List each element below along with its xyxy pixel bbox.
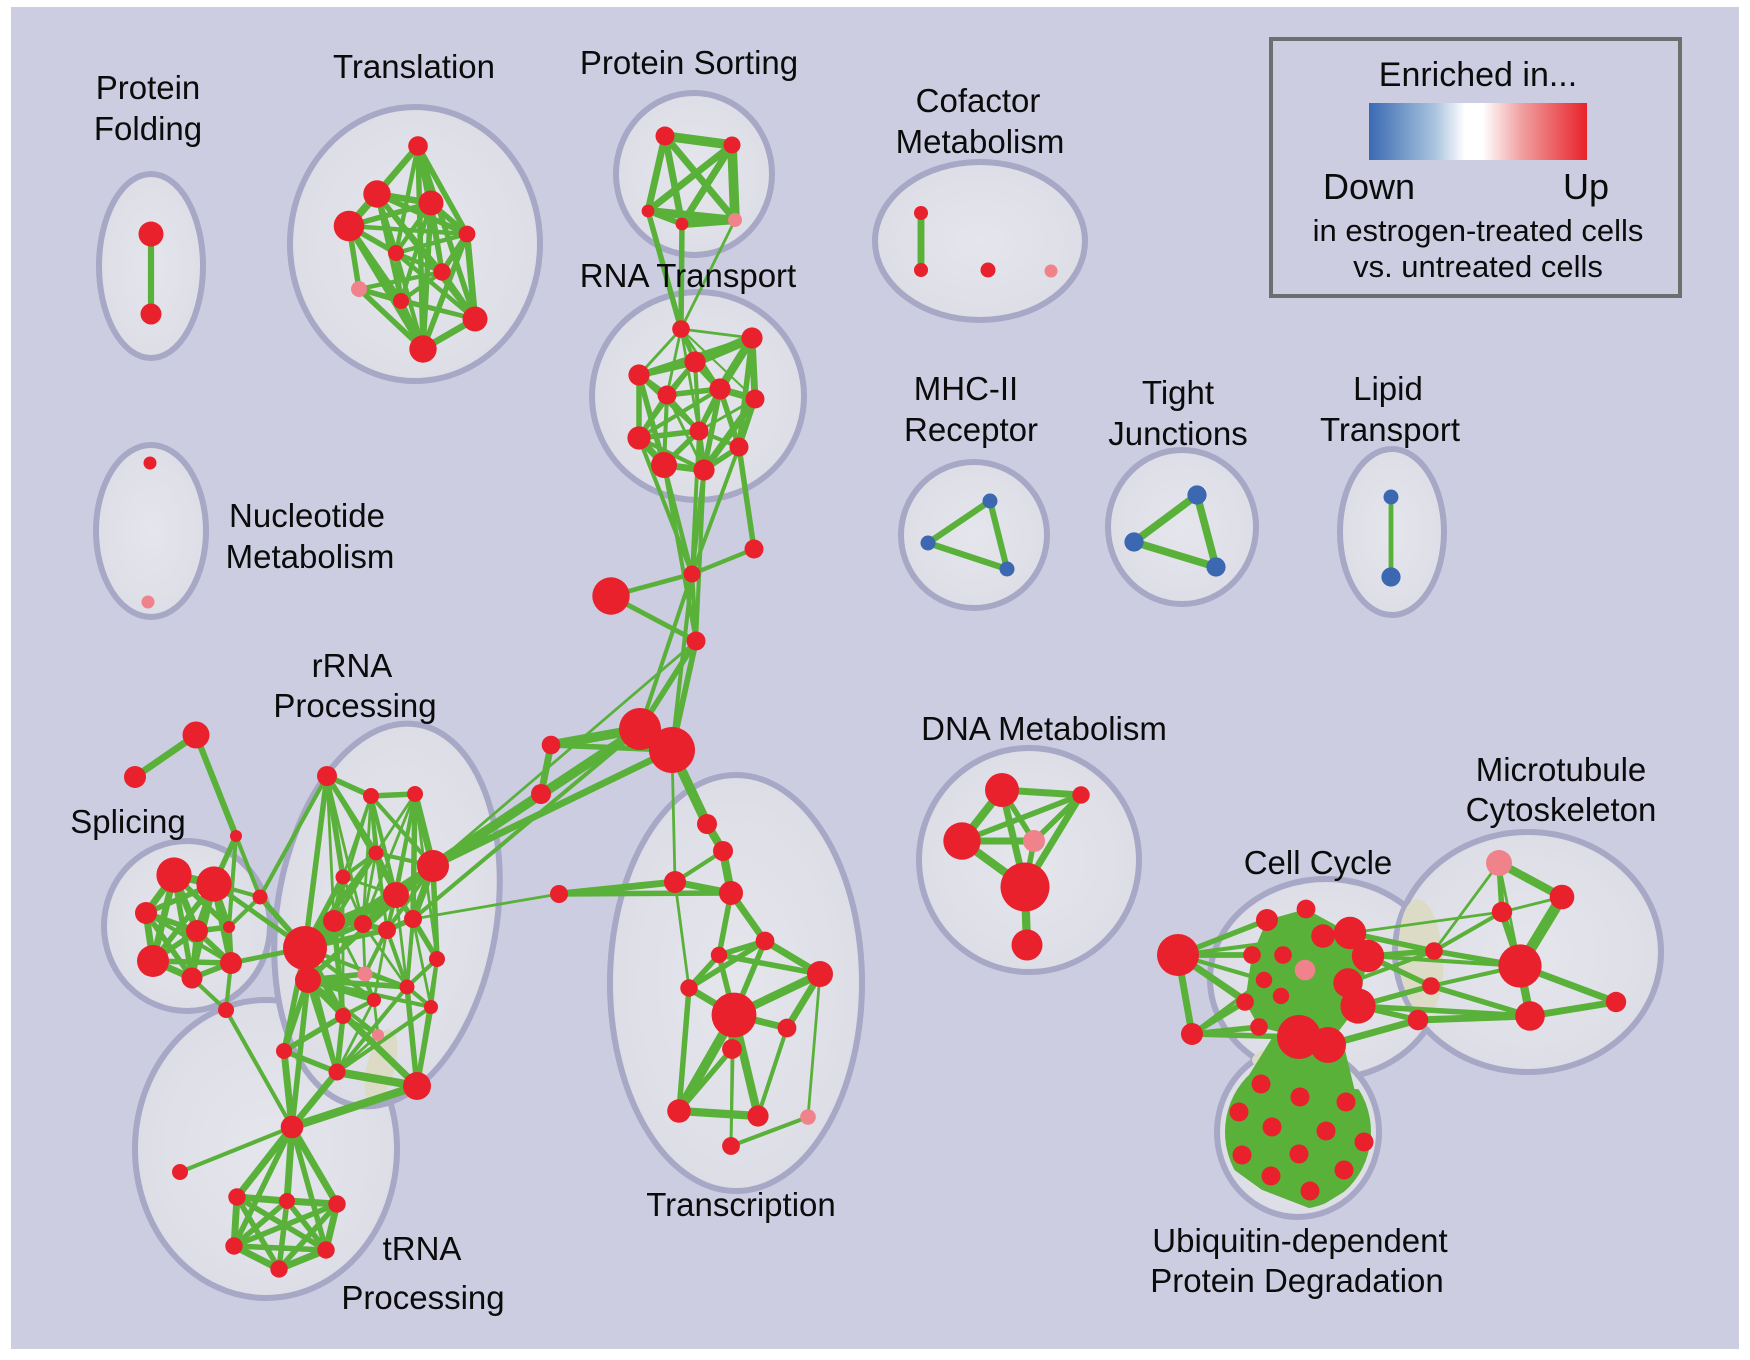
svg-text:Processing: Processing	[273, 687, 436, 724]
svg-text:Nucleotide: Nucleotide	[229, 497, 385, 534]
svg-text:Processing: Processing	[341, 1279, 504, 1316]
svg-text:Junctions: Junctions	[1108, 415, 1247, 452]
svg-text:Microtubule: Microtubule	[1476, 751, 1647, 788]
svg-text:Protein Degradation: Protein Degradation	[1150, 1262, 1444, 1299]
svg-text:Protein: Protein	[96, 69, 201, 106]
svg-text:in estrogen-treated cells: in estrogen-treated cells	[1313, 213, 1644, 248]
svg-text:vs. untreated cells: vs. untreated cells	[1353, 249, 1603, 284]
svg-text:RNA Transport: RNA Transport	[580, 257, 796, 294]
svg-text:Down: Down	[1323, 166, 1415, 207]
svg-text:rRNA: rRNA	[312, 647, 393, 684]
svg-text:Transcription: Transcription	[646, 1186, 836, 1223]
svg-text:Transport: Transport	[1320, 411, 1460, 448]
svg-text:DNA Metabolism: DNA Metabolism	[921, 710, 1167, 747]
svg-text:Ubiquitin-dependent: Ubiquitin-dependent	[1152, 1222, 1447, 1259]
svg-text:Up: Up	[1563, 166, 1609, 207]
svg-text:Tight: Tight	[1142, 374, 1214, 411]
svg-text:Protein Sorting: Protein Sorting	[580, 44, 798, 81]
svg-text:Receptor: Receptor	[904, 411, 1038, 448]
svg-text:Metabolism: Metabolism	[226, 538, 395, 575]
svg-text:Cofactor: Cofactor	[916, 82, 1041, 119]
svg-text:Lipid: Lipid	[1353, 370, 1423, 407]
svg-text:Cytoskeleton: Cytoskeleton	[1466, 791, 1657, 828]
svg-text:Translation: Translation	[333, 48, 495, 85]
svg-text:Enriched in...: Enriched in...	[1379, 56, 1577, 94]
svg-text:Metabolism: Metabolism	[896, 123, 1065, 160]
svg-text:Folding: Folding	[94, 110, 202, 147]
svg-text:tRNA: tRNA	[383, 1230, 462, 1267]
svg-text:Cell Cycle: Cell Cycle	[1244, 844, 1393, 881]
svg-text:MHC-II: MHC-II	[914, 370, 1018, 407]
svg-text:Splicing: Splicing	[70, 803, 186, 840]
